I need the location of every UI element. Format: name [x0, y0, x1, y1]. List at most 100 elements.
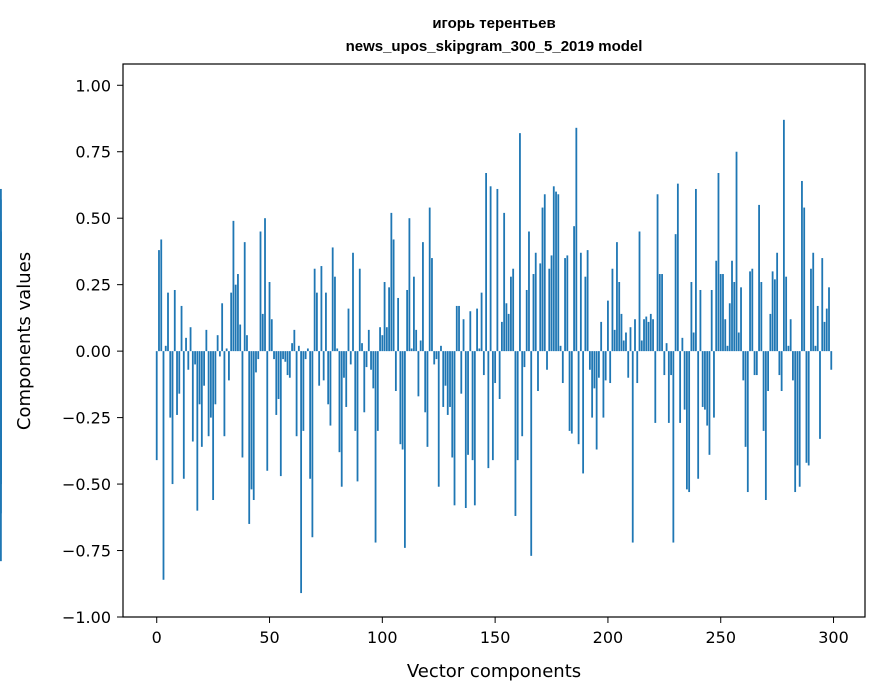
plot-frame [122, 63, 866, 618]
bar [464, 351, 467, 508]
bar [200, 351, 203, 447]
bar [214, 351, 217, 405]
bar [505, 303, 508, 352]
bar [514, 351, 517, 516]
bar [221, 303, 224, 352]
bar [306, 348, 309, 352]
bar [604, 351, 607, 381]
bar [543, 194, 546, 352]
bar [564, 258, 566, 352]
bar [719, 274, 722, 352]
bar [451, 351, 454, 458]
bar [164, 345, 167, 352]
bar [433, 351, 436, 365]
bar [361, 343, 363, 352]
bar [480, 292, 483, 352]
bar [640, 340, 643, 352]
bar [487, 351, 490, 469]
bar [347, 308, 350, 352]
bar [550, 255, 553, 352]
bar [365, 351, 368, 368]
bar [548, 268, 551, 352]
bar [243, 242, 246, 352]
bar [318, 351, 321, 386]
bar [638, 231, 641, 352]
bar [338, 351, 341, 453]
bar [329, 351, 332, 426]
bar [728, 303, 731, 352]
bar [819, 351, 821, 439]
bar [419, 340, 422, 352]
y-tick-label: −0.50 [62, 475, 111, 494]
bar [631, 351, 634, 543]
bar [776, 252, 779, 352]
bar [627, 351, 630, 378]
bar [295, 351, 298, 437]
bar [722, 274, 724, 352]
x-axis-label: Vector components [407, 661, 581, 682]
bar [485, 173, 487, 352]
chart-title: игорь терентьев [432, 15, 555, 32]
bar [773, 279, 776, 352]
bar [198, 351, 201, 405]
bar [196, 351, 199, 511]
bar [649, 313, 652, 352]
bar [309, 351, 312, 479]
bar [652, 319, 654, 352]
x-tick-label: 50 [259, 628, 279, 647]
bar [171, 351, 174, 485]
bar [390, 212, 393, 352]
bar [403, 351, 406, 548]
bar [810, 268, 812, 352]
bar [789, 319, 792, 352]
bar [602, 351, 605, 418]
bar [345, 351, 348, 407]
bar [363, 351, 366, 413]
bar [740, 287, 742, 352]
bar [755, 351, 758, 376]
bar [300, 351, 303, 594]
bar [379, 327, 381, 352]
bar [525, 289, 528, 352]
y-tick-label: −0.75 [62, 542, 111, 561]
bar [699, 289, 702, 352]
bar [778, 351, 781, 376]
bar [503, 212, 506, 352]
bar [316, 292, 318, 352]
y-tick-label: 1.00 [75, 76, 111, 95]
bar [816, 305, 819, 352]
bar [476, 308, 478, 352]
bar [388, 287, 390, 352]
bar [408, 218, 411, 352]
bar [0, 351, 2, 418]
bar [435, 351, 438, 360]
bar [749, 271, 751, 352]
y-axis: −1.00 −0.75 −0.50 −0.25 0.00 0.25 0.50 0.75 1.00 [62, 76, 123, 627]
bar [252, 351, 255, 501]
bar [670, 351, 672, 376]
bar [458, 305, 460, 352]
bar [609, 351, 612, 384]
bar [658, 274, 661, 352]
bar [541, 207, 544, 352]
bar [735, 151, 738, 352]
bar [568, 351, 571, 431]
bar [530, 351, 533, 556]
bar [586, 250, 589, 352]
x-axis: 0 50 100 150 200 250 300 [152, 617, 849, 647]
bar [762, 351, 765, 431]
bar [191, 351, 194, 442]
bar [176, 351, 178, 415]
x-tick-label: 200 [593, 628, 624, 647]
bar [460, 351, 463, 394]
bar [187, 351, 190, 370]
bar [446, 351, 449, 415]
bar [701, 351, 704, 407]
bar [228, 351, 230, 381]
bar [212, 351, 215, 501]
bar [426, 351, 429, 447]
bar [182, 351, 185, 479]
bar [785, 276, 788, 352]
bar [417, 351, 420, 397]
